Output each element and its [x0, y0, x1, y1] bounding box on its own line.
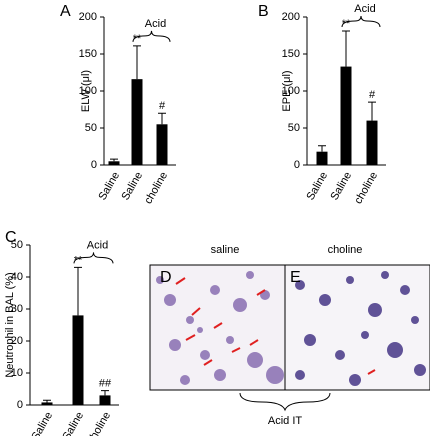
bar	[108, 161, 120, 165]
bar	[99, 395, 111, 405]
error-bar	[318, 145, 326, 152]
y-tick-label: 100	[282, 85, 300, 97]
x-tick-label: Saline	[328, 170, 354, 202]
cells	[156, 271, 284, 385]
x-tick-label: Saline	[29, 410, 55, 436]
bar	[72, 315, 84, 405]
y-axis-label: ELW (μl)	[80, 70, 92, 112]
x-tick-label: choline	[352, 170, 380, 206]
y-tick-label: 0	[91, 159, 97, 171]
significance: #	[369, 89, 376, 101]
brace	[239, 392, 331, 412]
y-tick-label: 0	[294, 159, 300, 171]
bar	[340, 66, 352, 165]
y-tick-label: 20	[11, 335, 23, 347]
bar	[41, 402, 53, 405]
y-tick-label: 30	[11, 303, 23, 315]
brace	[73, 252, 114, 264]
x-tick-label: choline	[142, 170, 170, 206]
brace	[341, 16, 381, 28]
y-tick-label: 10	[11, 367, 23, 379]
arrow	[367, 369, 376, 375]
y-tick-label: 150	[282, 48, 300, 60]
error-bar	[110, 158, 118, 162]
image-title: choline	[328, 244, 363, 256]
error-bar	[101, 390, 109, 396]
error-bar	[368, 101, 376, 121]
y-tick-label: 40	[11, 271, 23, 283]
brace	[132, 30, 171, 42]
cells	[295, 271, 426, 386]
y-axis-label: Neutrophil in BAL (%)	[4, 272, 16, 377]
micrograph-d	[149, 264, 286, 391]
y-tick-label: 150	[79, 48, 97, 60]
y-tick-label: 200	[282, 11, 300, 23]
error-bar	[133, 45, 141, 80]
y-tick-label: 100	[79, 85, 97, 97]
x-tick-label: Saline	[60, 410, 86, 436]
bar	[131, 79, 143, 165]
significance: #	[159, 100, 166, 112]
group-label: Acid	[354, 3, 375, 15]
x-tick-label: Saline	[96, 170, 122, 202]
panel-label: E	[290, 269, 301, 286]
significance: ##	[99, 378, 112, 390]
bar	[366, 120, 378, 165]
y-tick-label: 50	[288, 122, 300, 134]
x-tick-label: Saline	[119, 170, 145, 202]
x-tick-label: choline	[85, 410, 113, 436]
significance: **	[342, 18, 351, 30]
significance: **	[133, 33, 142, 45]
y-tick-label: 200	[79, 11, 97, 23]
y-tick-label: 0	[17, 399, 23, 411]
micrograph-e	[284, 264, 430, 391]
y-axis-label: EPE (μl)	[281, 70, 293, 111]
arrows	[175, 277, 266, 366]
error-bar	[342, 30, 350, 67]
significance: **	[74, 254, 83, 266]
panel-label: B	[258, 3, 269, 20]
panel-label: D	[160, 269, 172, 286]
y-tick-label: 50	[11, 239, 23, 251]
panel-label: A	[60, 3, 71, 20]
error-bar	[74, 266, 82, 316]
image-frame	[284, 264, 430, 391]
image-title: saline	[211, 244, 240, 256]
panel-label: C	[5, 229, 17, 246]
group-label: Acid IT	[268, 415, 303, 427]
error-bar	[158, 112, 166, 125]
group-label: Acid	[87, 239, 108, 251]
x-tick-label: Saline	[304, 170, 330, 202]
bar	[316, 151, 328, 165]
error-bar	[43, 399, 51, 403]
group-label: Acid	[145, 18, 166, 30]
bar	[156, 124, 168, 165]
y-tick-label: 50	[85, 122, 97, 134]
